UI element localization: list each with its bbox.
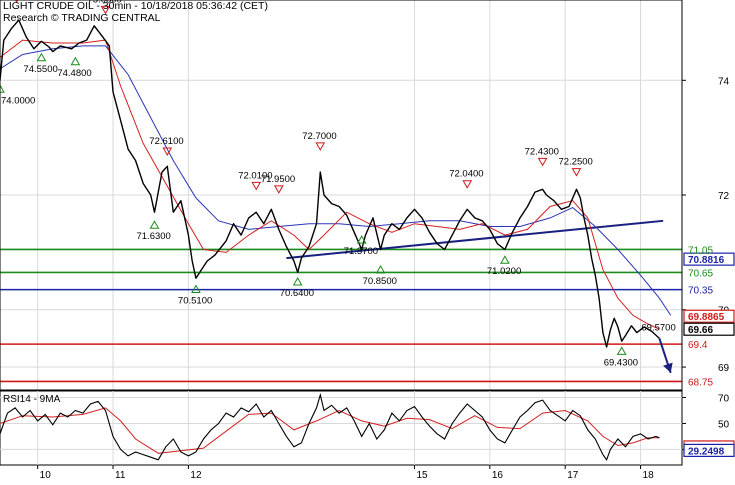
x-tick-label: 18 <box>643 470 655 480</box>
price-axis-badge-box <box>683 322 735 336</box>
annotation-price-label: 69.4300 <box>604 357 638 368</box>
price-tick-label: 74 <box>718 76 730 87</box>
peak-marker-icon <box>537 157 548 167</box>
price-axis-badge-box <box>683 309 735 323</box>
trough-marker-icon <box>191 284 201 293</box>
rsi-tick-label: 70 <box>718 393 730 404</box>
price-axis-badge-box <box>683 252 735 266</box>
x-tick-label: 10 <box>40 470 52 480</box>
annotation-price-label: 71.0200 <box>487 266 521 277</box>
trough-marker-icon <box>149 220 160 229</box>
price-line <box>0 19 660 348</box>
price-series-group <box>0 19 672 348</box>
trough-marker-icon <box>70 56 81 66</box>
rsi-plot-frame <box>0 390 683 466</box>
trough-marker-icon <box>0 84 5 93</box>
x-tick-label: 16 <box>492 470 504 480</box>
rsi-axis-badge-label: 29.2498 <box>688 446 725 457</box>
x-tick-label: 17 <box>567 470 579 480</box>
trendline <box>286 219 664 260</box>
price-levels-group <box>0 219 682 383</box>
annotation-price-label: 72.2500 <box>558 157 592 168</box>
x-tick-label: 15 <box>416 470 428 480</box>
price-axis-badge-label: 70.35 <box>688 286 713 297</box>
x-tick-label: 11 <box>115 470 126 480</box>
annotation-price-label: 70.6400 <box>280 288 314 299</box>
annotation-price-label: 71.6300 <box>136 231 170 242</box>
annotation-price-label: 70.8500 <box>363 276 397 287</box>
projection-arrow-head <box>663 362 673 373</box>
peak-marker-icon <box>315 142 326 151</box>
x-tick-label: 12 <box>190 470 202 480</box>
price-tick-label: 72 <box>718 191 730 202</box>
ma-slow-line <box>0 45 672 316</box>
rsi-series-group <box>0 392 660 461</box>
annotation-price-label: 72.0400 <box>449 169 483 180</box>
price-annotations-group: 75.280075.080074.550074.480074.000072.61… <box>0 0 676 374</box>
annotation-price-label: 71.3700 <box>344 246 378 257</box>
price-axis-badge-label: 69.8865 <box>688 312 725 323</box>
trough-marker-icon <box>375 264 386 274</box>
trough-marker-icon <box>36 52 47 62</box>
peak-marker-icon <box>251 181 262 191</box>
chart-credit: Research © TRADING CENTRAL <box>3 12 161 24</box>
rsi-gridlines <box>0 391 682 465</box>
trough-marker-icon <box>500 255 510 264</box>
rsi-tick-label: 50 <box>718 419 730 430</box>
rsi-ma-line <box>0 407 660 454</box>
annotation-price-label: 70.5100 <box>178 295 212 306</box>
annotation-price-label: 69.5700 <box>641 322 675 333</box>
annotation-price-label: 74.5500 <box>23 64 57 75</box>
rsi-panel-title: RSI14 - 9MA <box>3 394 61 405</box>
peak-marker-icon <box>162 147 173 157</box>
price-axis-badge-label: 70.65 <box>688 268 713 279</box>
rsi-line <box>0 392 660 461</box>
annotation-price-label: 75.0800 <box>88 0 122 5</box>
peak-marker-icon <box>462 180 473 189</box>
chart-title: LIGHT CRUDE OIL - 30min - 10/18/2018 05:… <box>3 0 268 12</box>
peak-marker-icon <box>273 185 284 194</box>
price-axis-badge-label: 70.8816 <box>688 255 725 266</box>
trough-marker-icon <box>356 235 367 244</box>
price-gridlines <box>0 0 682 390</box>
price-tick-label: 69 <box>718 363 730 374</box>
rsi-y-axis: 70503031.893429.2498 <box>682 393 735 457</box>
annotation-price-label: 72.0100 <box>238 170 272 181</box>
annotation-price-label: 72.4300 <box>525 146 559 157</box>
annotation-price-label: 71.9500 <box>261 174 295 185</box>
annotation-price-label: 72.6100 <box>149 136 183 147</box>
price-axis-badge-label: 69.4 <box>688 340 708 351</box>
annotation-price-label: 74.0000 <box>1 95 35 106</box>
peak-marker-icon <box>100 5 111 15</box>
price-axis-badge-label: 69.66 <box>688 325 713 336</box>
annotation-price-label: 72.7000 <box>302 131 336 142</box>
trough-marker-icon <box>616 346 627 355</box>
peak-marker-icon <box>571 168 582 177</box>
rsi-axis-badge-box <box>683 443 735 457</box>
trough-marker-icon <box>292 276 303 286</box>
price-axis-badge-label: 71.05 <box>688 245 713 256</box>
price-axis-badge-label: 68.75 <box>688 377 713 388</box>
x-axis: 10 11 12 15 16 17 18 <box>37 465 655 481</box>
annotation-price-label: 74.4800 <box>57 68 91 79</box>
price-y-axis: 7472706970.881671.0570.6570.3569.886569.… <box>682 76 735 388</box>
